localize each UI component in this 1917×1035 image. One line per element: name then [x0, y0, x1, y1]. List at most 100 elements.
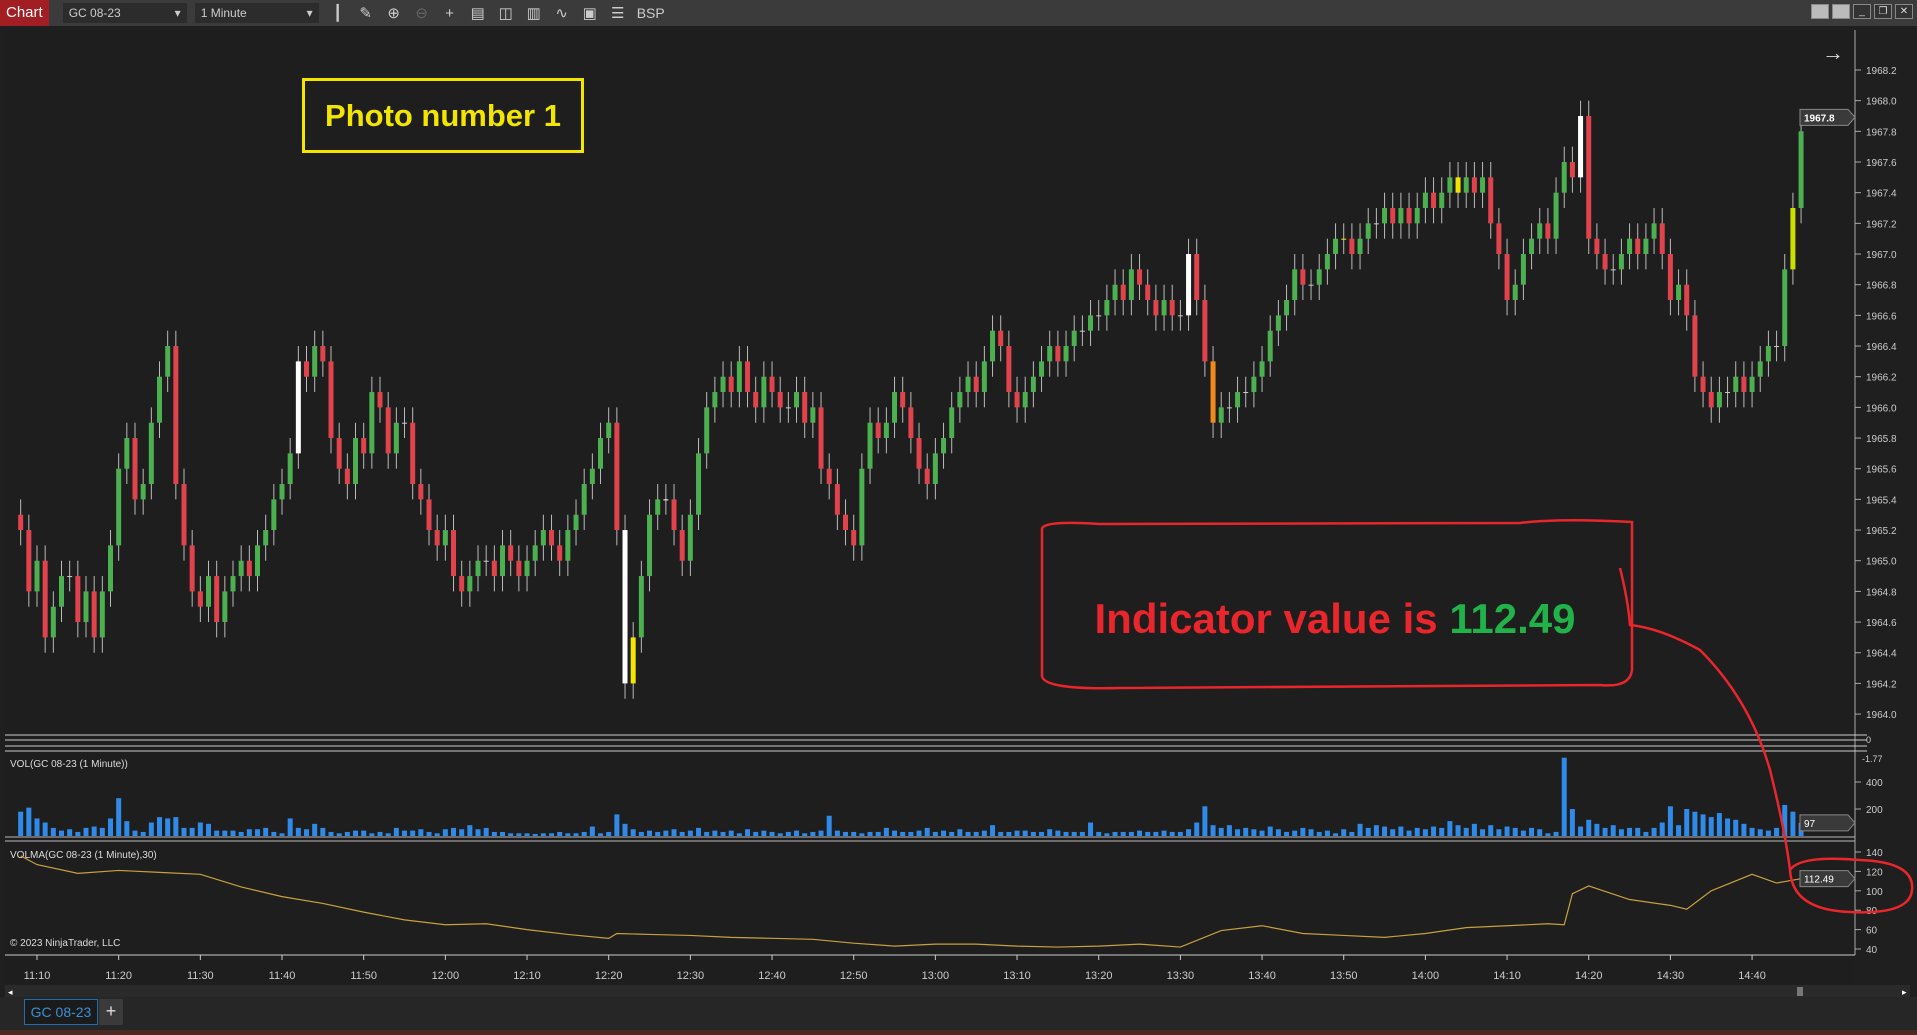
candle [973, 376, 979, 393]
candle [1529, 238, 1535, 255]
candle [271, 499, 277, 531]
tile-icon[interactable] [1811, 4, 1829, 19]
candle [1365, 223, 1371, 239]
volma-tick-label: 100 [1866, 887, 1883, 898]
candle [1300, 269, 1306, 285]
candle [745, 361, 751, 393]
chart-menu-button[interactable]: Chart [0, 0, 49, 26]
candle [1757, 361, 1763, 377]
volume-bar [1463, 827, 1469, 836]
candle [557, 545, 563, 561]
scroll-left-icon: ◂ [8, 987, 13, 997]
time-tick-label: 13:40 [1248, 970, 1276, 982]
candle [1790, 208, 1796, 270]
volume-bar [1039, 831, 1045, 836]
candle [1079, 330, 1085, 332]
bsp-button[interactable]: BSP [636, 5, 665, 21]
volume-bar [1602, 827, 1608, 836]
volume-bar [745, 829, 751, 836]
bar-type-icon[interactable]: ┃ [333, 5, 343, 22]
price-tick-label: 1967.6 [1866, 158, 1897, 169]
volume-bar [924, 827, 930, 836]
candle [990, 330, 996, 362]
price-tick-label: 1965.4 [1866, 495, 1897, 506]
zoom-out-icon[interactable]: ⊖ [415, 5, 428, 22]
volume-bar [1349, 831, 1355, 836]
candle [263, 530, 269, 546]
volume-bar [1014, 830, 1020, 836]
volume-bar [508, 833, 514, 836]
candle [295, 361, 301, 454]
candle [924, 468, 930, 485]
candle [1128, 269, 1134, 301]
volume-bar [957, 829, 963, 836]
interval-selector[interactable]: 1 Minute ▾ [194, 3, 319, 23]
scroll-to-end-arrow-icon[interactable]: → [1822, 40, 1844, 65]
candle [728, 376, 734, 393]
candle [1382, 208, 1388, 224]
properties-icon[interactable]: ☰ [610, 5, 625, 22]
volume-bar [483, 827, 489, 836]
price-tick-label: 1966.4 [1866, 342, 1897, 353]
volume-bar [1782, 804, 1788, 836]
zoom-in-icon[interactable]: ⊕ [387, 5, 400, 22]
vol-panel-label: VOL(GC 08-23 (1 Minute)) [10, 759, 128, 770]
volume-bar [1186, 829, 1192, 836]
scrollbar-thumb[interactable] [1797, 987, 1803, 996]
volume-bar [197, 822, 203, 836]
chart-trader-icon[interactable]: ◫ [498, 5, 513, 22]
volma-tick-label: 140 [1866, 848, 1883, 859]
indicators-icon[interactable]: ▥ [526, 5, 541, 22]
volume-bar [916, 830, 922, 836]
tile2-icon[interactable] [1832, 4, 1850, 19]
candle [671, 499, 677, 531]
candle [26, 530, 32, 592]
volume-bar [1578, 826, 1584, 836]
candle [1104, 300, 1110, 316]
candle [1684, 284, 1690, 316]
strategies-icon[interactable]: ∿ [555, 5, 568, 22]
candle [385, 407, 391, 454]
candle [655, 499, 661, 515]
volume-bar [1684, 809, 1690, 836]
candle [598, 438, 604, 469]
chart-canvas[interactable]: ◂ ▸ → 1968.2 1968.0 1967.8 1967.6 1967.4 1967.2 1… [0, 26, 1917, 997]
vol-last-label: 97 [1804, 819, 1816, 830]
volume-bar [1676, 825, 1682, 836]
volume-bar [589, 826, 595, 836]
candle [1504, 254, 1510, 301]
volume-bar [165, 818, 171, 836]
volume-bar [573, 833, 579, 836]
price-tick-label: 1964.2 [1866, 679, 1897, 690]
volume-bar [663, 830, 669, 836]
candle [508, 545, 514, 561]
horizontal-scrollbar[interactable] [5, 985, 1910, 997]
templates-icon[interactable]: ▣ [582, 5, 597, 22]
tab-gc-08-23[interactable]: GC 08-23 [24, 999, 98, 1025]
volume-bar [1618, 829, 1624, 836]
volume-bar [1700, 814, 1706, 836]
time-tick-label: 13:20 [1085, 970, 1113, 982]
candle [173, 346, 179, 485]
volume-bar [18, 811, 24, 836]
candle [1120, 284, 1126, 301]
data-box-icon[interactable]: ▤ [470, 5, 485, 22]
candle [622, 530, 628, 684]
volume-bar [336, 833, 342, 836]
volume-bar [687, 830, 693, 836]
instrument-selector[interactable]: GC 08-23 ▾ [62, 3, 187, 23]
drawing-tool-icon[interactable]: ✎ [359, 5, 372, 22]
close-icon[interactable]: ✕ [1895, 4, 1913, 19]
add-tab-button[interactable]: + [99, 999, 123, 1025]
candle [1292, 269, 1298, 301]
candle [42, 560, 48, 638]
restore-icon[interactable]: ❐ [1874, 4, 1892, 19]
minimize-icon[interactable]: _ [1853, 4, 1871, 19]
volume-bar [320, 827, 326, 836]
candle [99, 591, 105, 638]
crosshair-icon[interactable]: + [445, 4, 455, 22]
last-price-marker [1799, 108, 1856, 126]
candle [1047, 346, 1053, 362]
volume-bar [467, 825, 473, 836]
volume-bar [402, 830, 408, 836]
